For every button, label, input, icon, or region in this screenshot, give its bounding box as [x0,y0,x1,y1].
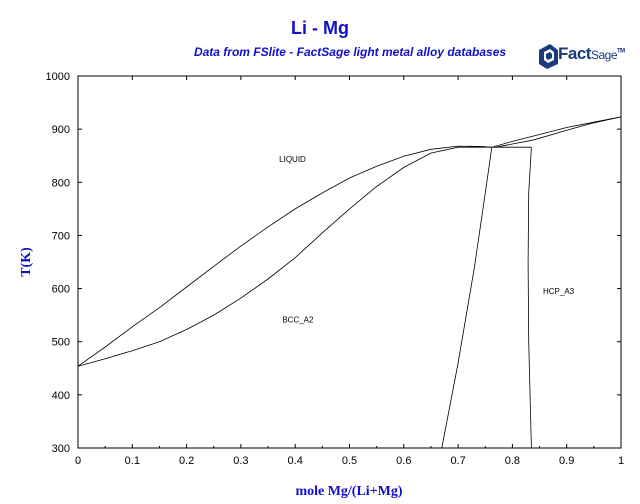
y-tick-label: 600 [52,284,70,296]
y-tick-label: 500 [52,337,70,349]
x-tick-label: 0.1 [125,455,140,467]
x-tick-label: 0.5 [342,455,357,467]
plot-frame [77,75,622,449]
x-axis-label: mole Mg/(Li+Mg) [295,484,402,499]
phase-label: HCP_A3 [543,287,575,296]
factsage-logo: FactSageTM [536,40,626,74]
x-tick-label: 0.6 [396,455,411,467]
phase-label: LIQUID [279,155,306,164]
factsage-logo-icon [539,44,558,69]
y-tick-label: 700 [52,230,70,242]
x-tick-label: 0.3 [233,455,248,467]
phase-boundary-line [77,146,491,367]
axis-ticks: 0 0.1 0.2 0.3 0.4 0.5 0.6 0.7 0.8 0.9 1 300 400 500 60… [46,71,625,467]
x-tick-label: 0 [75,455,81,467]
y-tick-label: 300 [52,443,70,455]
y-tick-label: 900 [52,124,70,136]
phase-boundary-line [527,147,532,449]
x-tick-label: 0.7 [450,455,465,467]
chart-title: Li - Mg [291,18,349,38]
phase-label: BCC_A2 [282,316,314,325]
x-tick-label: 0.4 [288,455,303,467]
phase-boundary-line [468,116,622,148]
factsage-logo-text: FactSageTM [558,44,625,63]
chart-subtitle: Data from FSlite - FactSage light metal … [193,45,507,59]
y-tick-label: 400 [52,390,70,402]
x-tick-label: 0.8 [505,455,520,467]
y-axis-label: T(K) [19,247,34,277]
x-tick-label: 0.2 [179,455,194,467]
x-tick-label: 0.9 [559,455,574,467]
phase-boundary-line [496,116,622,148]
phase-boundaries [77,116,622,449]
phase-boundary-line [441,147,493,449]
y-tick-label: 800 [52,177,70,189]
phase-labels: LIQUID BCC_A2 HCP_A3 [279,155,575,324]
x-tick-label: 1 [618,455,624,467]
phase-boundary-line [77,145,486,367]
y-tick-label: 1000 [46,71,70,83]
